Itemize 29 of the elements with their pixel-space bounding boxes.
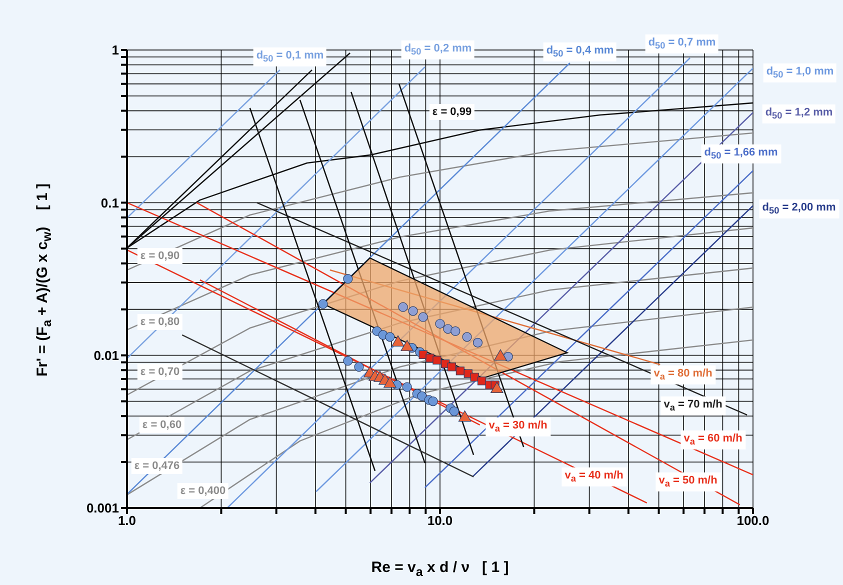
series-label: ε = 0,80 xyxy=(137,314,183,330)
series-label: d$_{50}$ = 1,66 mm xyxy=(701,144,781,164)
y-tick-label: 0.1 xyxy=(100,195,119,210)
x-tick-label: 1.0 xyxy=(118,513,136,528)
series-label: v$_{a}$ = 50 m/h xyxy=(656,472,720,492)
y-tick-label: 1 xyxy=(112,42,119,58)
x-tick-label: 10.0 xyxy=(427,513,453,528)
x-tick-label: 100.0 xyxy=(736,513,770,528)
series-label: ε = 0,476 xyxy=(131,458,183,474)
y-tick-label: 0.001 xyxy=(86,500,119,516)
series-label: d$_{50}$ = 0,4 mm xyxy=(543,42,617,62)
series-label: d$_{50}$ = 1,2 mm xyxy=(762,104,836,124)
series-label: d$_{50}$ = 0,1 mm xyxy=(253,47,327,67)
series-label: ε = 0,90 xyxy=(137,248,183,264)
series-label: v$_{a}$ = 40 m/h xyxy=(562,467,626,487)
series-label: ε = 0,400 xyxy=(177,483,229,499)
series-label: v$_{a}$ = 80 m/h xyxy=(650,365,716,385)
series-label: ε = 0,70 xyxy=(137,364,183,380)
x-axis-title: Re = v$_{a}$ x d / ν [ 1 ] xyxy=(371,559,509,579)
series-label: ε = 0,99 xyxy=(429,104,475,120)
series-label: d$_{50}$ = 0,7 mm xyxy=(645,34,719,54)
series-label: d$_{50}$ = 0,2 mm xyxy=(401,40,475,60)
series-label: ε = 0,60 xyxy=(139,417,185,433)
series-label: v$_{a}$ = 70 m/h xyxy=(660,396,726,416)
series-label: d$_{50}$ = 1,0 mm xyxy=(763,63,837,83)
series-label: d$_{50}$ = 2,00 mm xyxy=(759,199,839,219)
series-label: v$_{a}$ = 60 m/h xyxy=(680,430,746,450)
series-label: v$_{a}$ = 30 m/h xyxy=(486,417,550,437)
y-tick-label: 0.01 xyxy=(94,348,119,363)
